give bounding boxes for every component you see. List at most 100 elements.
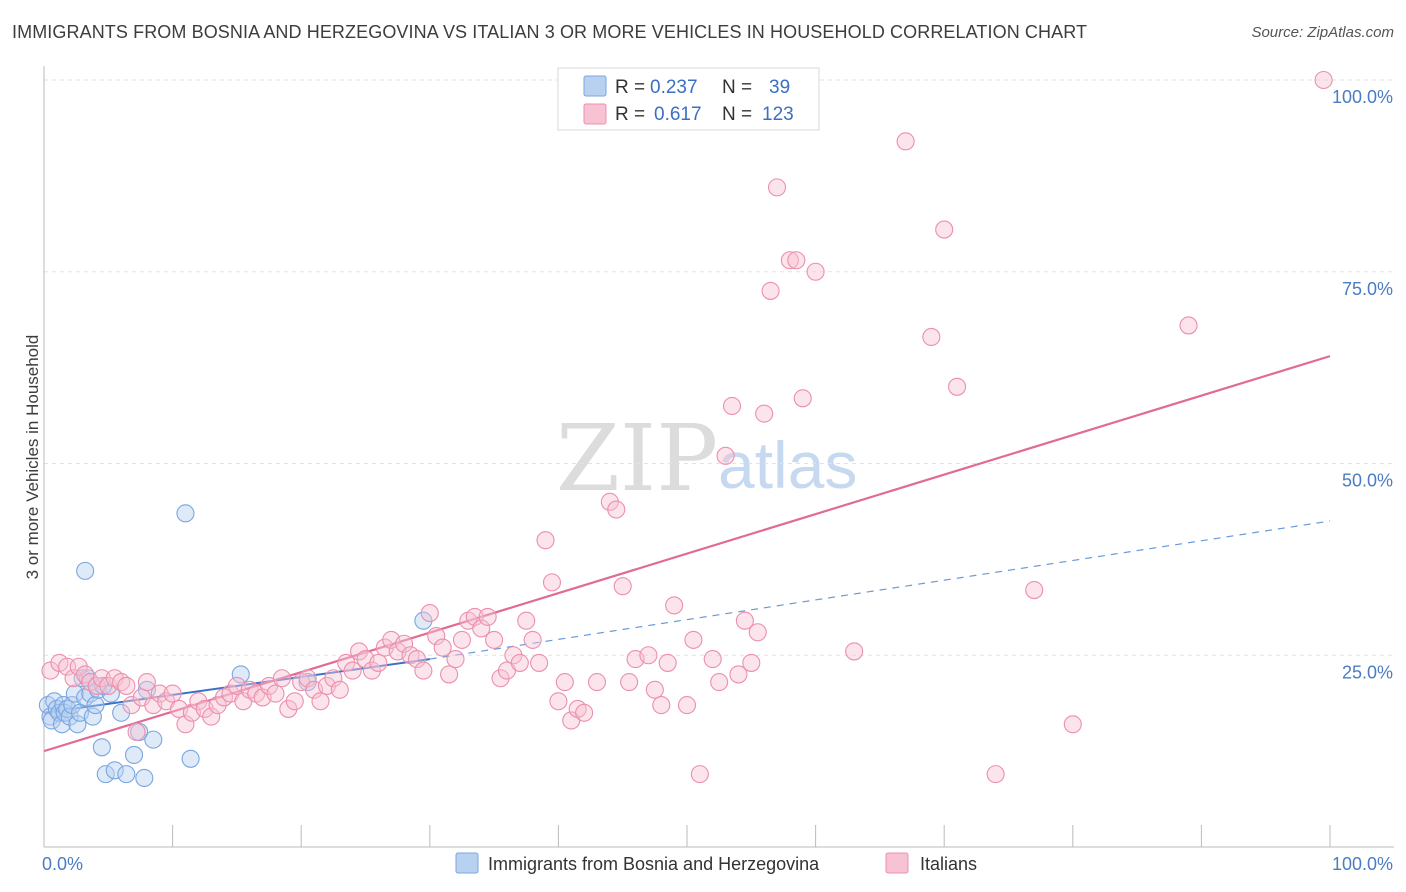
point-bosnia bbox=[135, 768, 154, 788]
point-italians bbox=[266, 684, 285, 703]
point-italians bbox=[298, 669, 317, 688]
point-italians bbox=[613, 577, 632, 596]
point-italians bbox=[176, 715, 195, 734]
point-bosnia bbox=[124, 745, 144, 765]
point-italians bbox=[504, 646, 523, 665]
point-bosnia bbox=[83, 707, 102, 726]
stats-n-label-1: N = bbox=[722, 77, 752, 98]
point-italians bbox=[684, 630, 703, 649]
stats-r-label-1: R = bbox=[615, 77, 645, 98]
point-italians bbox=[279, 699, 298, 718]
watermark-zip: ZIP bbox=[556, 405, 718, 512]
point-italians bbox=[92, 669, 111, 688]
point-italians bbox=[542, 573, 562, 592]
watermark: ZIP atlas bbox=[556, 405, 857, 512]
point-italians bbox=[407, 650, 426, 669]
point-italians bbox=[510, 653, 529, 672]
point-italians bbox=[658, 653, 677, 672]
point-bosnia bbox=[231, 665, 250, 684]
point-italians bbox=[716, 446, 735, 465]
point-italians bbox=[607, 500, 626, 519]
x-tick-label: 0.0% bbox=[42, 854, 83, 874]
point-bosnia bbox=[92, 738, 111, 757]
point-bosnia bbox=[144, 730, 163, 749]
point-italians bbox=[485, 630, 504, 649]
y-tick-label: 75.0% bbox=[1342, 279, 1393, 299]
point-italians bbox=[465, 607, 484, 626]
point-italians bbox=[330, 680, 349, 699]
point-italians bbox=[787, 251, 806, 270]
stats-n-value-2: 123 bbox=[762, 104, 794, 125]
point-bosnia bbox=[60, 707, 79, 726]
y-axis-title: 3 or more Vehicles in Household bbox=[23, 335, 42, 580]
gridlines bbox=[44, 79, 1394, 656]
chart-title: IMMIGRANTS FROM BOSNIA AND HERZEGOVINA V… bbox=[12, 22, 1088, 42]
point-italians bbox=[735, 611, 754, 630]
point-italians bbox=[793, 389, 812, 408]
point-bosnia bbox=[86, 696, 105, 715]
point-italians bbox=[446, 650, 465, 669]
point-italians bbox=[324, 669, 343, 688]
point-italians bbox=[575, 703, 594, 722]
point-italians bbox=[806, 262, 825, 281]
point-italians bbox=[703, 650, 722, 669]
stats-r-value-2: 0.617 bbox=[654, 104, 702, 125]
point-italians bbox=[1063, 715, 1082, 734]
point-italians bbox=[163, 684, 182, 703]
point-italians bbox=[440, 665, 459, 684]
legend-label-bosnia: Immigrants from Bosnia and Herzegovina bbox=[488, 854, 820, 874]
point-italians bbox=[935, 220, 954, 239]
point-italians bbox=[639, 646, 658, 665]
point-bosnia bbox=[414, 611, 433, 630]
point-italians bbox=[272, 669, 291, 688]
stats-r-value-1: 0.237 bbox=[650, 77, 698, 98]
point-italians bbox=[122, 696, 141, 715]
tick-labels: 25.0% 50.0% 75.0% 100.0% 0.0% 100.0% bbox=[42, 87, 1393, 874]
point-bosnia bbox=[117, 765, 136, 784]
point-italians bbox=[369, 653, 388, 672]
x-tick-label: 100.0% bbox=[1332, 854, 1393, 874]
point-italians bbox=[69, 657, 88, 676]
point-bosnia bbox=[112, 703, 131, 722]
point-italians bbox=[690, 765, 709, 784]
point-italians bbox=[761, 281, 780, 300]
point-bosnia bbox=[298, 673, 317, 692]
point-italians bbox=[414, 661, 433, 680]
point-italians bbox=[311, 692, 330, 711]
point-bosnia bbox=[181, 749, 200, 768]
point-italians bbox=[517, 611, 536, 630]
point-italians bbox=[549, 692, 568, 711]
point-italians bbox=[64, 669, 83, 688]
point-italians bbox=[150, 684, 169, 703]
point-italians bbox=[202, 707, 221, 726]
legend-label-italians: Italians bbox=[920, 854, 977, 874]
point-italians bbox=[665, 596, 684, 615]
point-italians bbox=[755, 404, 774, 423]
point-italians bbox=[189, 692, 208, 711]
point-italians bbox=[780, 251, 799, 270]
point-italians bbox=[536, 531, 555, 550]
point-bosnia bbox=[76, 561, 95, 580]
legend-swatch-italians bbox=[885, 852, 909, 874]
point-italians bbox=[350, 642, 369, 661]
point-bosnia bbox=[68, 715, 87, 734]
point-italians bbox=[472, 619, 491, 638]
point-italians bbox=[1179, 316, 1198, 335]
point-italians bbox=[117, 676, 136, 695]
point-italians bbox=[710, 673, 729, 692]
point-italians bbox=[729, 665, 748, 684]
stats-swatch-bosnia bbox=[583, 75, 607, 97]
stats-legend: R = 0.237 N = 39 R = 0.617 N = 123 bbox=[557, 67, 820, 131]
y-tick-label: 25.0% bbox=[1342, 662, 1393, 682]
point-italians bbox=[127, 722, 146, 742]
point-italians bbox=[137, 673, 156, 692]
point-italians bbox=[395, 634, 414, 653]
point-italians bbox=[362, 661, 381, 680]
legend-swatch-bosnia bbox=[455, 852, 479, 874]
stats-swatch-italians bbox=[583, 103, 607, 125]
point-italians bbox=[555, 673, 574, 692]
point-italians bbox=[645, 680, 664, 699]
data-points bbox=[38, 70, 1333, 788]
point-italians bbox=[478, 607, 497, 626]
